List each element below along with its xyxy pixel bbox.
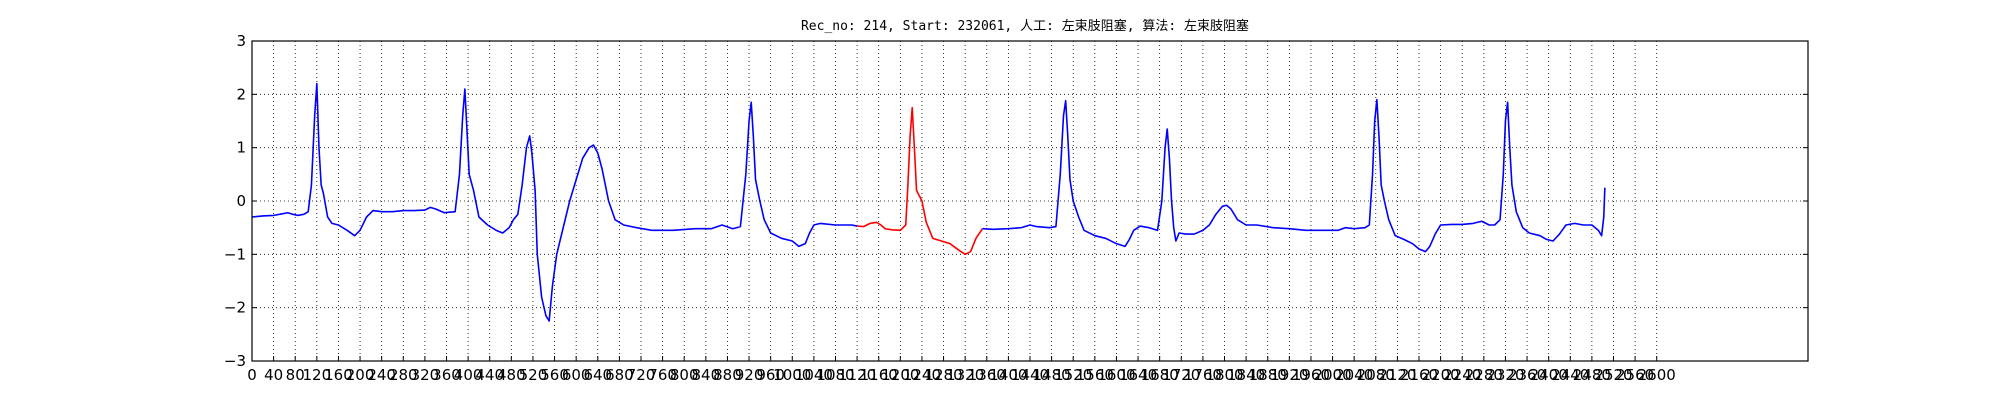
x-tick-label: 2240 [1443, 366, 1481, 384]
x-tick-label: 2440 [1551, 366, 1589, 384]
x-tick-label: 1720 [1162, 366, 1200, 384]
x-tick-label: 560 [540, 366, 569, 384]
x-tick-label: 440 [475, 366, 504, 384]
x-tick-label: 1240 [903, 366, 941, 384]
x-tick-label: 640 [583, 366, 612, 384]
x-tick-label: 920 [735, 366, 764, 384]
y-tick-label: 1 [236, 139, 246, 157]
x-tick-label: 1560 [1076, 366, 1114, 384]
x-tick-label: 1800 [1205, 366, 1243, 384]
x-tick-label: 1920 [1270, 366, 1308, 384]
x-tick-label: 1160 [860, 366, 898, 384]
x-tick-label: 840 [692, 366, 721, 384]
x-tick-label: 160 [324, 366, 353, 384]
x-tick-label: 1960 [1292, 366, 1330, 384]
x-tick-label: 1760 [1184, 366, 1222, 384]
y-tick-label: 2 [236, 85, 246, 103]
y-tick-label: 3 [236, 32, 246, 50]
x-axis: 0 40 8012016020024028032036040044048052056… [247, 356, 1676, 384]
x-tick-label: 1640 [1119, 366, 1157, 384]
ecg-segment-highlight-1 [857, 106, 984, 256]
ecg-segment-normal-0 [251, 82, 858, 322]
x-tick-label: 520 [519, 366, 548, 384]
x-tick-label: 1080 [816, 366, 854, 384]
chart-title: Rec_no: 214, Start: 232061, 人工: 左束肢阻塞, 算… [801, 18, 1249, 34]
x-tick-label: 1120 [838, 366, 876, 384]
x-tick-label: 2280 [1465, 366, 1503, 384]
x-tick-label: 2320 [1486, 366, 1524, 384]
ecg-series [251, 82, 1606, 322]
x-tick-label: 360 [432, 366, 461, 384]
x-tick-label: 720 [627, 366, 656, 384]
x-tick-label: 480 [497, 366, 526, 384]
x-tick-label: 1000 [773, 366, 811, 384]
x-tick-label: 200 [346, 366, 375, 384]
x-tick-label: 80 [286, 366, 305, 384]
x-tick-label: 2400 [1530, 366, 1568, 384]
y-tick-label: 0 [236, 192, 246, 210]
x-tick-label: 2040 [1335, 366, 1373, 384]
x-tick-label: 800 [670, 366, 699, 384]
x-tick-label: 2560 [1616, 366, 1654, 384]
x-tick-label: 600 [562, 366, 591, 384]
x-tick-label: 2360 [1508, 366, 1546, 384]
y-tick-label: −2 [224, 299, 246, 317]
x-tick-label: 1840 [1227, 366, 1265, 384]
x-tick-label: 2480 [1573, 366, 1611, 384]
grid [252, 41, 1808, 361]
x-tick-label: 2520 [1594, 366, 1632, 384]
x-tick-label: 1400 [989, 366, 1027, 384]
x-tick-label: 2080 [1357, 366, 1395, 384]
x-tick-label: 1880 [1249, 366, 1287, 384]
x-tick-label: 680 [605, 366, 634, 384]
x-tick-label: 1520 [1054, 366, 1092, 384]
x-tick-label: 880 [713, 366, 742, 384]
x-tick-label: 960 [756, 366, 785, 384]
x-tick-label: 760 [648, 366, 677, 384]
x-tick-label: 2600 [1638, 366, 1676, 384]
x-tick-label: 120 [303, 366, 332, 384]
ecg-segment-normal-2 [982, 98, 1606, 253]
x-tick-label: 320 [411, 366, 440, 384]
x-tick-label: 1680 [1141, 366, 1179, 384]
x-tick-label: 240 [367, 366, 396, 384]
x-tick-label: 1280 [924, 366, 962, 384]
y-tick-label: −1 [224, 245, 246, 263]
x-tick-label: 2160 [1400, 366, 1438, 384]
x-tick-label: 1320 [946, 366, 984, 384]
x-tick-label: 40 [264, 366, 283, 384]
x-tick-label: 280 [389, 366, 418, 384]
x-tick-label: 400 [454, 366, 483, 384]
y-axis: −3 −2 −1 0 1 2 3 [224, 32, 1808, 370]
x-tick-label: 1480 [1033, 366, 1071, 384]
x-tick-label: 1200 [881, 366, 919, 384]
x-tick-label: 2200 [1422, 366, 1460, 384]
x-tick-label: 1360 [968, 366, 1006, 384]
x-tick-label: 0 [247, 366, 257, 384]
x-tick-label: 2000 [1313, 366, 1351, 384]
x-tick-label: 1040 [795, 366, 833, 384]
x-tick-label: 2120 [1378, 366, 1416, 384]
x-tick-label: 1600 [1097, 366, 1135, 384]
y-tick-label: −3 [224, 352, 246, 370]
x-tick-label: 1440 [1011, 366, 1049, 384]
